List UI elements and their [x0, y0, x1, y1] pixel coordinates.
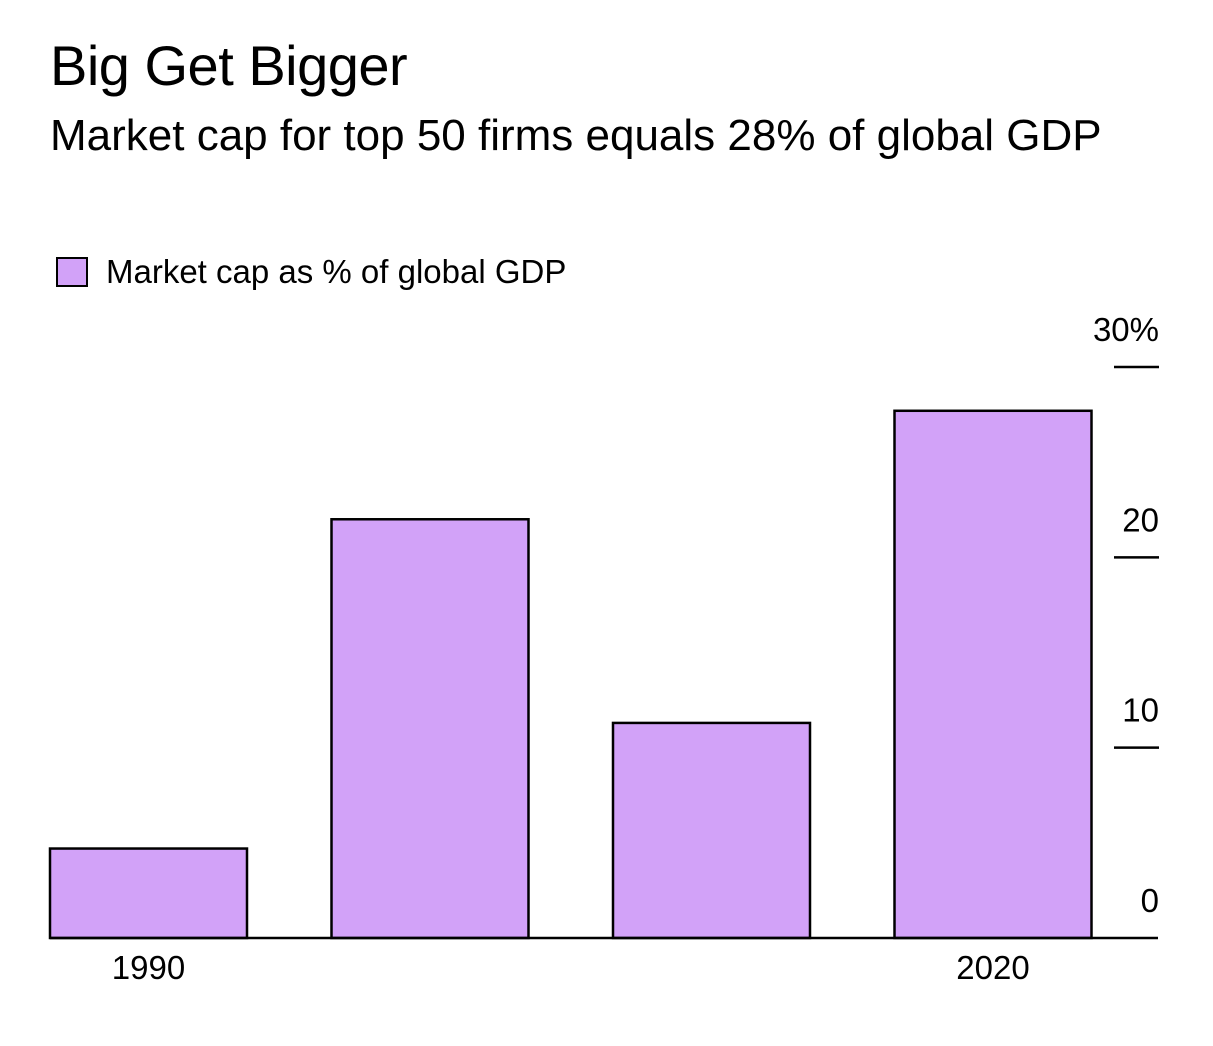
y-tick-label: 30% — [1093, 311, 1159, 348]
legend: Market cap as % of global GDP — [56, 252, 566, 292]
bar-2 — [330, 518, 530, 940]
x-tick-label: 1990 — [112, 949, 185, 986]
bar-4 — [893, 409, 1093, 940]
y-axis: 0 10 20 30% — [1093, 311, 1159, 919]
bar-1 — [48, 847, 249, 940]
bar-3 — [611, 721, 812, 940]
chart-title: Big Get Bigger — [50, 34, 408, 97]
x-tick-label: 2020 — [956, 949, 1029, 986]
legend-label: Market cap as % of global GDP — [106, 253, 567, 290]
x-axis-labels: 1990 2020 — [112, 949, 1030, 986]
legend-swatch — [56, 257, 88, 287]
y-tick-label: 0 — [1141, 882, 1159, 919]
chart-subtitle: Market cap for top 50 firms equals 28% o… — [50, 111, 1102, 160]
y-tick-label: 10 — [1122, 692, 1159, 729]
bars-group — [48, 409, 1093, 940]
y-tick-label: 20 — [1122, 501, 1159, 538]
